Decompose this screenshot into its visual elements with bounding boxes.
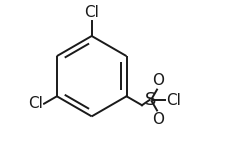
- Text: S: S: [145, 91, 157, 109]
- Text: O: O: [152, 112, 164, 127]
- Text: Cl: Cl: [84, 5, 99, 20]
- Text: Cl: Cl: [29, 96, 43, 111]
- Text: O: O: [152, 73, 164, 88]
- Text: Cl: Cl: [166, 93, 181, 107]
